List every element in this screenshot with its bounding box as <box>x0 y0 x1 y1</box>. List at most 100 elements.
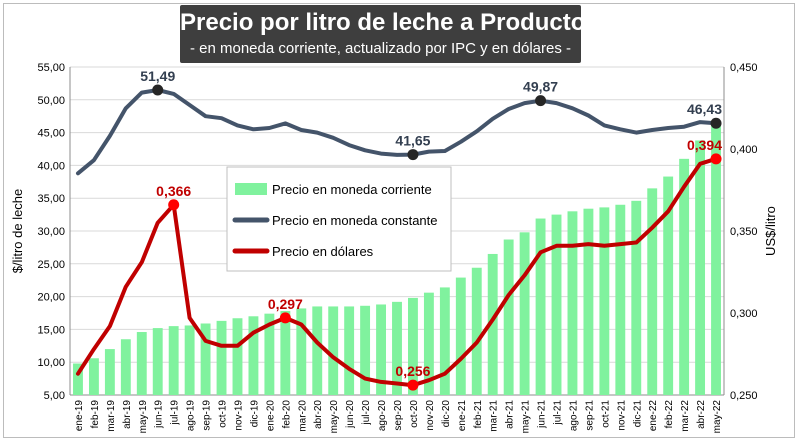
line-dollar-price <box>76 156 718 388</box>
y-tick-label-left: 15,00 <box>37 324 65 336</box>
legend-swatch-bar <box>235 183 267 195</box>
x-tick-label: feb-19 <box>90 400 101 429</box>
y-axis-title-right: US$/litro <box>763 206 778 256</box>
bar <box>615 204 626 395</box>
y-tick-label-left: 10,00 <box>37 357 65 369</box>
legend-label: Precio en moneda corriente <box>272 182 432 197</box>
y-tick-label-left: 25,00 <box>37 259 65 271</box>
y-tick-label-left: 35,00 <box>37 193 65 205</box>
x-tick-label: sep-19 <box>202 400 213 431</box>
x-tick-label: feb-22 <box>664 400 675 429</box>
y-tick-label-right: 0,450 <box>730 62 758 74</box>
x-tick-label: nov-19 <box>233 400 244 431</box>
bar <box>551 214 562 395</box>
bar <box>328 306 339 395</box>
data-label: 0,297 <box>268 296 303 312</box>
x-tick-label: mar-21 <box>489 400 500 432</box>
bar <box>264 313 275 395</box>
x-tick-label: ene-20 <box>265 400 276 432</box>
data-point-marker <box>279 312 291 324</box>
bar <box>136 332 147 395</box>
x-tick-label: mar-20 <box>297 400 308 432</box>
x-tick-label: ene-21 <box>457 400 468 432</box>
data-label: 0,366 <box>156 183 191 199</box>
x-tick-label: feb-21 <box>473 400 484 429</box>
bar <box>152 328 163 395</box>
data-point-marker <box>168 199 180 211</box>
data-label: 0,394 <box>687 137 722 153</box>
bar <box>232 318 243 395</box>
bar <box>392 301 402 395</box>
x-tick-label: jun-20 <box>345 400 356 429</box>
bar <box>599 207 610 395</box>
bar <box>360 305 371 395</box>
bar <box>503 239 514 395</box>
y-axis-title-left: $/litro de leche <box>10 189 25 274</box>
chart-title: Precio por litro de leche a Productor <box>180 9 595 36</box>
bar <box>423 292 434 395</box>
legend-label: Precio en dólares <box>272 244 374 259</box>
bar <box>344 306 355 395</box>
bar <box>73 363 83 395</box>
x-tick-label: abr-21 <box>505 400 516 429</box>
bar <box>120 339 131 395</box>
y-tick-label-left: 50,00 <box>37 95 65 107</box>
y-tick-label-left: 30,00 <box>37 226 65 238</box>
bar <box>296 308 307 395</box>
x-tick-label: mar-22 <box>680 400 691 432</box>
x-tick-label: abr-22 <box>696 400 707 429</box>
bar <box>679 158 690 395</box>
y-tick-label-left: 20,00 <box>37 292 65 304</box>
x-tick-label: oct-19 <box>218 400 229 428</box>
bar <box>583 208 594 395</box>
data-point-marker <box>710 117 722 129</box>
legend-label: Precio en moneda constante <box>272 213 438 228</box>
bar <box>631 200 642 395</box>
data-point-marker <box>152 84 164 96</box>
x-tick-label: may-20 <box>329 400 340 434</box>
y-tick-label-left: 55,00 <box>37 62 65 74</box>
x-tick-label: ago-19 <box>186 400 197 432</box>
bar <box>695 140 706 395</box>
bar <box>439 287 450 395</box>
data-label: 51,49 <box>140 68 175 84</box>
y-tick-label-left: 5,00 <box>44 390 65 402</box>
data-point-marker <box>407 149 419 161</box>
x-tick-label: sep-21 <box>584 400 595 431</box>
x-tick-label: dic-19 <box>249 400 260 428</box>
bar <box>184 325 195 395</box>
x-tick-label: ene-22 <box>648 400 659 432</box>
x-tick-label: ago-21 <box>568 400 579 432</box>
bar <box>535 218 546 395</box>
x-tick-label: abr-20 <box>313 400 324 429</box>
x-tick-label: nov-21 <box>616 400 627 431</box>
bar <box>487 253 498 395</box>
y-tick-label-left: 40,00 <box>37 160 65 172</box>
data-label: 49,87 <box>523 79 558 95</box>
bar <box>88 358 99 395</box>
data-point-marker <box>710 153 722 165</box>
y-tick-label-right: 0,400 <box>730 144 758 156</box>
x-tick-label: may-22 <box>712 400 723 434</box>
x-tick-label: mar-19 <box>106 400 117 432</box>
y-tick-label-left: 45,00 <box>37 128 65 140</box>
x-tick-label: feb-20 <box>281 400 292 429</box>
bar <box>519 232 530 395</box>
x-tick-label: dic-20 <box>441 400 452 428</box>
bar <box>312 306 323 395</box>
bar <box>647 188 658 395</box>
chart-subtitle: - en moneda corriente, actualizado por I… <box>189 40 572 57</box>
x-tick-label: dic-21 <box>632 400 643 428</box>
y-tick-label-right: 0,250 <box>730 390 758 402</box>
data-label: 0,256 <box>395 363 430 379</box>
bar <box>376 304 386 395</box>
x-tick-label: oct-20 <box>409 400 420 428</box>
x-tick-label: oct-21 <box>600 400 611 428</box>
x-tick-label: may-21 <box>521 400 532 434</box>
bar <box>168 326 179 395</box>
bar <box>567 211 578 395</box>
line-constant-price <box>76 88 718 176</box>
x-tick-label: ene-19 <box>74 400 85 432</box>
x-tick-label: jun-19 <box>154 400 165 429</box>
